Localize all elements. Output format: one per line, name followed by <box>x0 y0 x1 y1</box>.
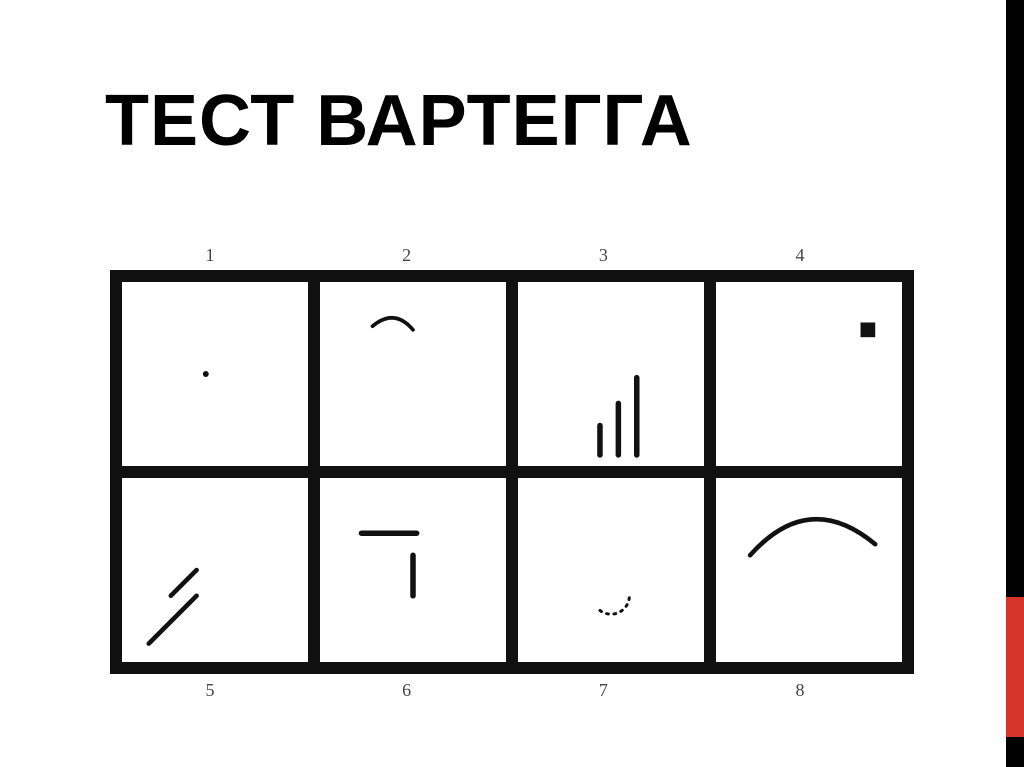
slide: ТЕСТ ВАРТЕГГА 1 2 3 4 5 6 7 8 <box>0 0 1024 767</box>
cell-label-5: 5 <box>115 680 305 701</box>
cell-label-1: 1 <box>115 245 305 266</box>
stimulus-three-rising-bars <box>518 282 704 466</box>
top-labels-row: 1 2 3 4 <box>115 245 895 266</box>
stimulus-dot <box>122 282 308 466</box>
stimulus-horizontal-and-vertical-lines <box>320 478 506 662</box>
wartegg-figure: 1 2 3 4 5 6 7 8 <box>110 245 900 705</box>
cell-2 <box>320 282 506 466</box>
cell-label-7: 7 <box>508 680 698 701</box>
stimulus-small-black-square <box>716 282 902 466</box>
cell-label-6: 6 <box>312 680 502 701</box>
wartegg-grid <box>110 270 914 674</box>
accent-bar-red <box>1006 597 1024 737</box>
stimulus-large-arc <box>716 478 902 662</box>
cell-4 <box>716 282 902 466</box>
cell-label-2: 2 <box>312 245 502 266</box>
bottom-labels-row: 5 6 7 8 <box>115 680 895 701</box>
cell-7 <box>518 478 704 662</box>
cell-6 <box>320 478 506 662</box>
stimulus-two-diagonal-lines <box>122 478 308 662</box>
cell-8 <box>716 478 902 662</box>
cell-label-8: 8 <box>705 680 895 701</box>
cell-5 <box>122 478 308 662</box>
stimulus-dotted-small-arc <box>518 478 704 662</box>
cell-label-3: 3 <box>508 245 698 266</box>
cell-1 <box>122 282 308 466</box>
page-title: ТЕСТ ВАРТЕГГА <box>105 80 693 162</box>
cell-3 <box>518 282 704 466</box>
stimulus-small-curve <box>320 282 506 466</box>
cell-label-4: 4 <box>705 245 895 266</box>
